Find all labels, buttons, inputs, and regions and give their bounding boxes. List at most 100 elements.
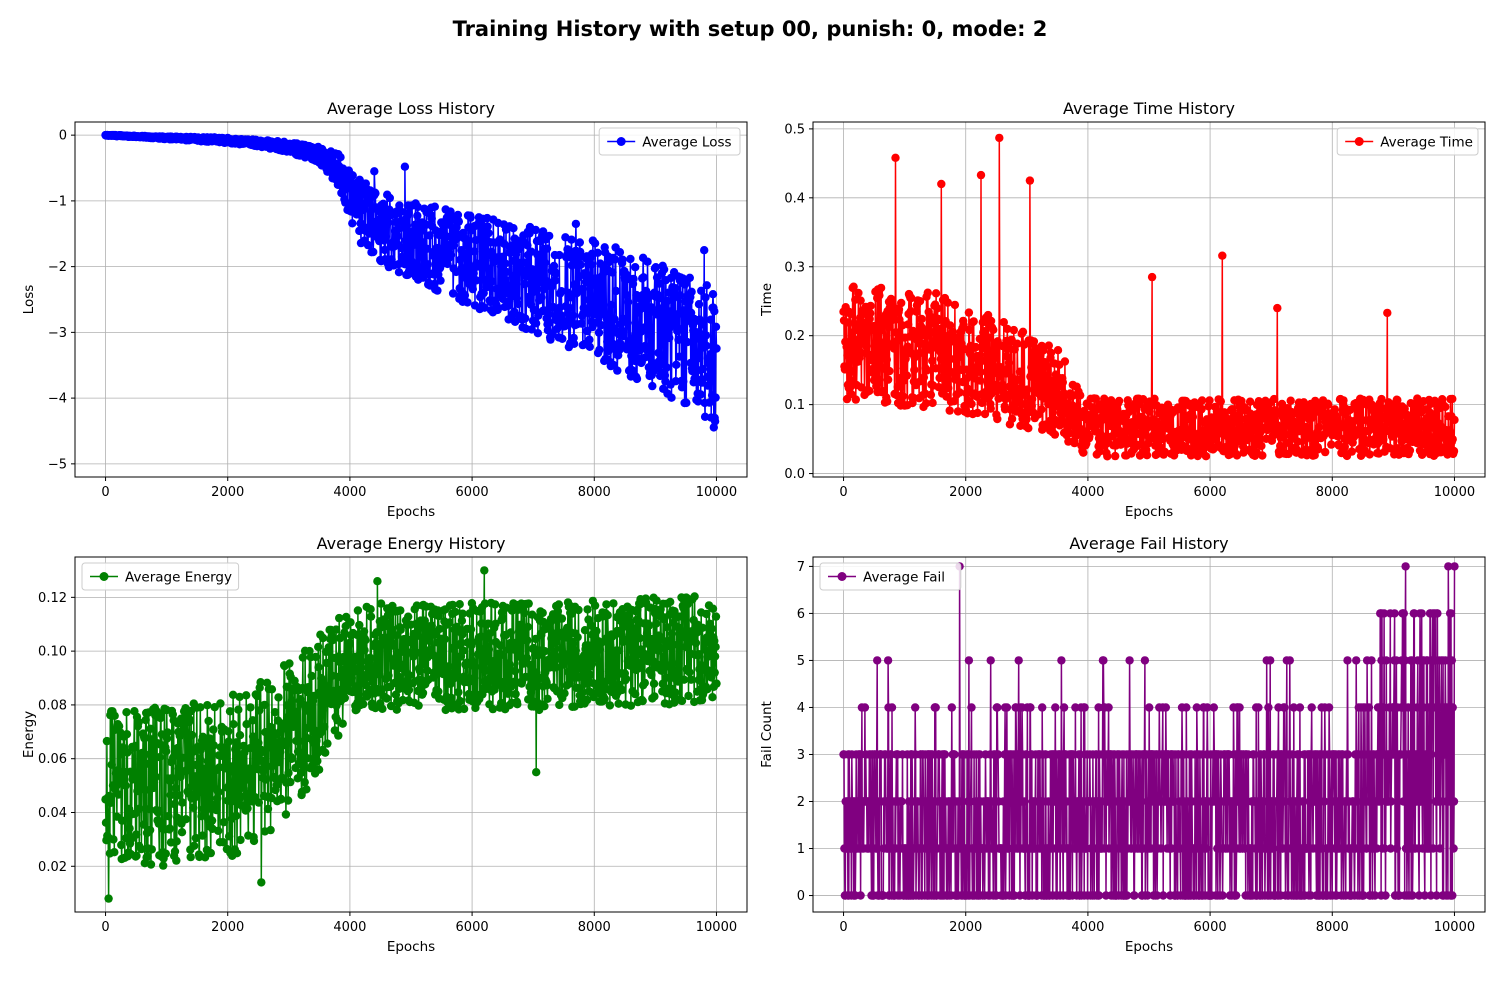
loss-ytick-label-4: −1 [48, 194, 67, 209]
loss-point-960 [520, 279, 529, 289]
energy-point-448 [297, 768, 306, 777]
energy-point-837 [466, 625, 476, 634]
time-point-448 [1035, 385, 1044, 394]
time-point-604 [1103, 452, 1112, 461]
loss-point-636 [379, 199, 388, 208]
energy-point-1378 [703, 685, 712, 694]
energy-point-740 [424, 636, 433, 645]
time-ytick-label-1: 0.1 [784, 398, 805, 413]
time-point-240 [944, 383, 953, 393]
energy-point-1268 [655, 642, 664, 652]
loss-point-873 [482, 282, 491, 292]
energy-point-1203 [626, 701, 636, 710]
loss-point-1090 [577, 319, 586, 328]
loss-point-669 [393, 232, 402, 241]
energy-point-92 [141, 715, 150, 725]
loss-xtick-label-2: 4000 [333, 485, 366, 500]
energy-point-912 [499, 677, 508, 687]
time-ytick-label-2: 0.2 [784, 329, 805, 344]
energy-point-634 [378, 704, 387, 713]
energy-point-227 [200, 773, 209, 782]
loss-point-852 [473, 262, 482, 271]
time-point-238 [943, 346, 952, 355]
energy-point-153 [168, 773, 177, 783]
energy-point-892 [490, 600, 500, 609]
energy-point-1112 [586, 621, 596, 630]
energy-point-887 [488, 704, 498, 714]
loss-xtick-label-3: 6000 [456, 485, 489, 500]
loss-point-1130 [594, 328, 604, 337]
energy-point-82 [137, 844, 146, 854]
energy-point-1391 [708, 604, 718, 613]
energy-point-943 [513, 700, 522, 709]
loss-point-1237 [641, 353, 650, 362]
time-point-34 [854, 288, 863, 298]
time-point-83 [875, 375, 884, 384]
energy-point-1285 [662, 623, 671, 632]
energy-point-246 [208, 774, 218, 784]
energy-point-330 [245, 764, 254, 773]
loss-point-1371 [700, 246, 709, 255]
energy-point-288 [227, 778, 236, 787]
energy-point-142 [163, 728, 172, 737]
time-point-1145 [1339, 396, 1348, 405]
loss-point-836 [466, 213, 475, 222]
fail-point-254 [950, 750, 959, 759]
energy-point-1262 [652, 596, 661, 605]
energy-point-627 [375, 670, 384, 679]
time-point-215 [933, 304, 942, 313]
energy-point-436 [291, 707, 301, 717]
time-point-200 [926, 390, 936, 399]
energy-point-1095 [579, 669, 588, 678]
loss-point-1077 [571, 219, 581, 229]
energy-point-159 [170, 847, 180, 856]
loss-ytick-label-1: −4 [48, 392, 67, 407]
loss-point-1202 [626, 254, 635, 264]
fail-series [839, 562, 1459, 900]
loss-point-1088 [576, 260, 585, 269]
fail-point-552 [1080, 703, 1089, 712]
loss-point-1196 [623, 318, 632, 327]
time-point-235 [942, 377, 951, 386]
energy-point-685 [400, 661, 409, 670]
time-point-423 [1024, 424, 1033, 433]
energy-point-574 [352, 682, 361, 691]
time-point-148 [904, 320, 913, 329]
energy-point-316 [239, 741, 248, 751]
energy-point-462 [303, 754, 312, 763]
time-point-7 [842, 342, 851, 351]
loss-point-1291 [665, 333, 674, 343]
time-point-100 [883, 397, 892, 406]
loss-point-1206 [628, 366, 637, 375]
energy-point-36 [117, 840, 126, 850]
energy-point-590 [359, 699, 368, 709]
time-point-1087 [1314, 445, 1323, 454]
energy-point-340 [249, 836, 259, 846]
energy-point-219 [197, 788, 206, 797]
time-point-61 [866, 309, 875, 318]
energy-point-1335 [684, 691, 693, 701]
panel-energy: 0 2000 4000 6000 8000 100000.020.040.060.080.… [21, 534, 748, 955]
loss-point-929 [507, 241, 516, 250]
energy-point-501 [320, 722, 329, 731]
energy-point-846 [470, 662, 480, 672]
energy-point-179 [179, 724, 188, 733]
loss-point-1367 [698, 364, 707, 374]
energy-point-96 [143, 852, 152, 861]
time-xtick-label-2: 4000 [1071, 485, 1104, 500]
energy-ytick-label-2: 0.06 [38, 752, 67, 767]
fail-point-248 [947, 703, 956, 712]
energy-point-508 [323, 739, 332, 748]
energy-point-50 [123, 748, 132, 757]
energy-ytick-label-1: 0.04 [38, 806, 67, 821]
energy-point-1011 [542, 681, 552, 690]
energy-point-1390 [708, 693, 717, 702]
energy-point-464 [304, 683, 313, 692]
energy-point-238 [205, 755, 214, 764]
loss-point-592 [359, 204, 369, 213]
loss-point-714 [413, 211, 422, 220]
loss-point-1015 [544, 309, 553, 319]
energy-point-1150 [603, 611, 612, 620]
loss-point-1067 [567, 235, 576, 244]
loss-point-823 [460, 291, 470, 300]
